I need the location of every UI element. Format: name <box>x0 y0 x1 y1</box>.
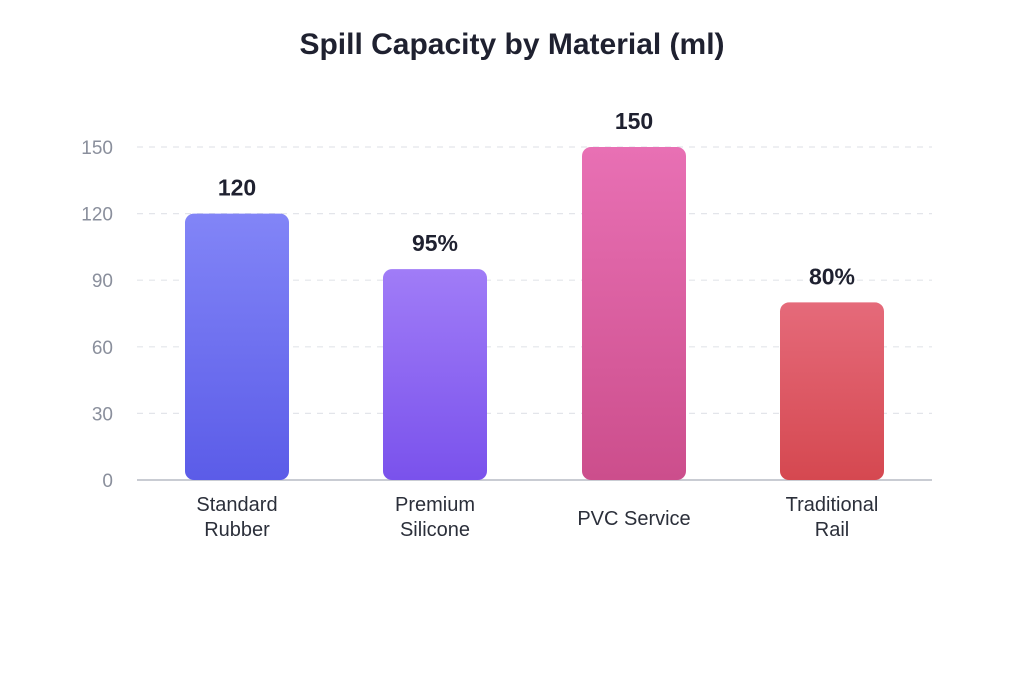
bar <box>185 213 289 480</box>
y-axis-ticks: 0 30 60 90 120 150 <box>81 138 113 492</box>
data-label: 95% <box>412 230 458 256</box>
bars <box>185 147 884 480</box>
x-tick-label: PVC Service <box>577 508 690 530</box>
x-axis-ticks: Standard Rubber Premium Silicone PVC Service… <box>196 494 878 541</box>
y-tick-label: 60 <box>92 338 113 359</box>
x-tick-line: Silicone <box>400 519 470 541</box>
data-label: 150 <box>615 108 653 134</box>
y-tick-label: 90 <box>92 271 113 292</box>
x-tick-label: Premium Silicone <box>395 494 475 541</box>
bar <box>582 147 686 480</box>
x-tick-line: Standard <box>196 494 277 516</box>
bar <box>383 269 487 480</box>
x-tick-line: Premium <box>395 494 475 516</box>
x-tick-label: Traditional Rail <box>786 494 879 541</box>
data-label: 80% <box>809 263 855 289</box>
x-tick-label: Standard Rubber <box>196 494 277 541</box>
y-tick-label: 30 <box>92 404 113 425</box>
bar <box>780 302 884 480</box>
x-tick-line: Rubber <box>204 519 270 541</box>
x-tick-line: Traditional <box>786 494 879 516</box>
data-labels: 120 95% 150 80% <box>218 108 855 289</box>
y-tick-label: 0 <box>102 471 113 492</box>
x-tick-line: PVC Service <box>577 508 690 530</box>
data-label: 120 <box>218 175 256 201</box>
x-tick-line: Rail <box>815 519 849 541</box>
y-tick-label: 150 <box>81 138 113 159</box>
chart-title: Spill Capacity by Material (ml) <box>299 28 724 61</box>
y-tick-label: 120 <box>81 205 113 226</box>
